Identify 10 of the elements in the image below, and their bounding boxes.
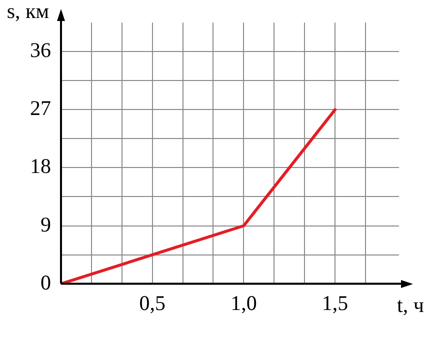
y-tick-label: 27 xyxy=(30,96,51,120)
y-axis-title: s, км xyxy=(6,0,49,24)
x-tick-label: 1,0 xyxy=(230,290,257,315)
x-axis-title: t, ч xyxy=(397,292,424,317)
y-tick-label: 0 xyxy=(40,270,51,294)
y-tick-label: 18 xyxy=(30,154,51,178)
y-tick-label: 36 xyxy=(30,38,51,62)
x-tick-label: 1,5 xyxy=(322,290,348,315)
y-tick-label: 9 xyxy=(40,212,51,236)
x-tick-label: 0,5 xyxy=(139,290,166,315)
